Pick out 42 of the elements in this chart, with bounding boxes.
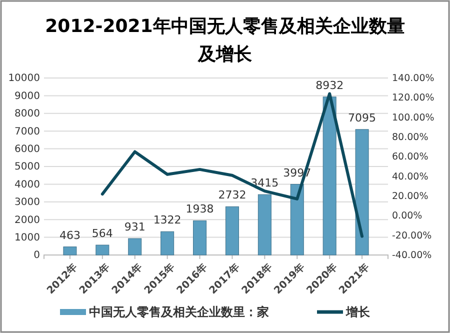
y-tick-label: 9000 [14,90,40,102]
y-tick-label: 3000 [14,197,40,208]
y2-tick-label: 60.00% [392,152,428,163]
data-label: 1322 [153,214,182,227]
bar [290,184,304,256]
data-label: 2732 [218,188,246,202]
bar [225,206,239,256]
y-tick-label: 5000 [14,162,40,173]
bar [258,194,272,256]
legend-label: 中国无人零售及相关企业数里：家 [89,305,269,319]
bar [193,220,207,256]
data-label: 463 [59,228,80,242]
bar [96,244,110,256]
y-tick-label: 4000 [14,179,40,190]
y-tick-label: 2000 [14,214,40,226]
y2-tick-label: 100.00% [392,112,434,124]
bar [63,246,77,256]
bar [355,129,369,256]
legend-label: 增长 [345,305,371,319]
y2-tick-label: 120.00% [392,92,434,104]
y-tick-label: 8000 [14,108,40,120]
data-label: 7095 [348,111,376,124]
y2-tick-label: 40.00% [392,171,428,182]
y2-tick-label: 80.00% [392,132,428,144]
y2-tick-label: -40.00% [392,250,432,262]
y-tick-label: 6000 [14,144,40,155]
y-tick-label: 10000 [8,73,40,84]
data-label: 931 [124,220,146,234]
y2-tick-label: 20.00% [392,191,428,202]
data-label: 564 [92,227,113,240]
y-tick-label: 0 [34,250,40,262]
y2-tick-label: -20.00% [392,230,432,242]
data-label: 1938 [186,202,214,216]
y2-tick-label: 140.00% [392,73,434,84]
y2-tick-label: 0.00% [392,210,422,222]
y-tick-label: 7000 [14,126,40,138]
bar [128,238,142,256]
y-tick-label: 1000 [14,232,40,244]
chart-title: 2012-2021年中国无人零售及相关企业数量及增长 [45,16,405,65]
data-label: 8932 [316,78,344,92]
bar [160,231,174,256]
bar [322,96,336,256]
